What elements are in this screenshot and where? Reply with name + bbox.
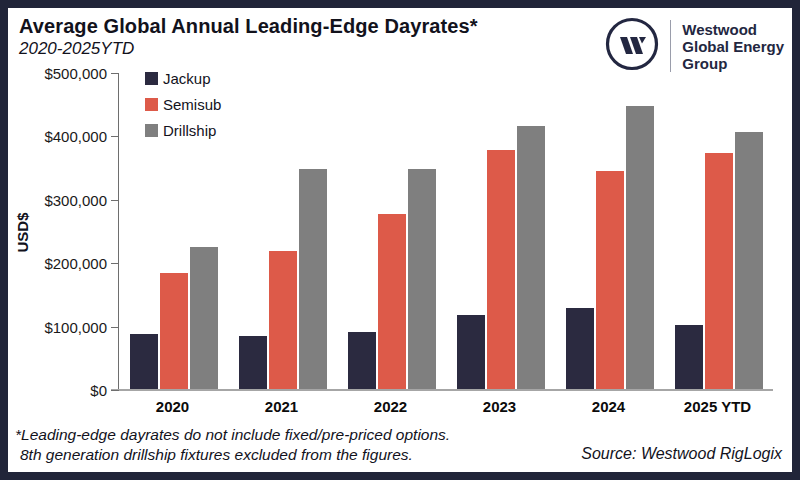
y-tick-mark [111,73,119,74]
logo-line: Global Energy [682,38,784,55]
bar-drillship-2023 [517,126,545,390]
bar-group-2025-ytd [664,74,773,390]
legend-swatch-icon [145,124,158,137]
bar-jackup-2022 [348,332,376,390]
bar-jackup-2023 [457,315,485,390]
y-axis-tick-labels: $0$100,000$200,000$300,000$400,000$500,0… [8,74,107,391]
y-tick-mark [111,263,119,264]
page-title: Average Global Annual Leading-Edge Dayra… [19,15,478,38]
y-tick-mark [111,200,119,201]
source-credit: Source: Westwood RigLogix [581,445,782,463]
x-axis-label-2022: 2022 [336,398,445,415]
x-axis-category-labels: 202020212022202320242025 YTD [118,398,772,415]
chart-card: Average Global Annual Leading-Edge Dayra… [0,0,800,480]
westwood-logo: Westwood Global Energy Group [604,16,784,76]
legend-label: Semisub [163,96,221,113]
y-tick-label: $300,000 [44,192,107,209]
bar-drillship-2021 [299,169,327,390]
y-tick-label: $200,000 [44,255,107,272]
westwood-w-icon [604,16,660,76]
bar-jackup-2025-ytd [675,325,703,390]
y-tick-label: $400,000 [44,128,107,145]
bar-drillship-2025-ytd [735,132,763,390]
logo-line: Westwood [682,21,784,38]
bar-drillship-2024 [626,106,654,390]
y-tick-mark [111,390,119,391]
y-tick-label: $100,000 [44,319,107,336]
bar-group-2024 [555,74,664,390]
bar-group-2022 [337,74,446,390]
y-tick-mark [111,327,119,328]
bar-jackup-2024 [566,308,594,390]
page-subtitle: 2020-2025YTD [19,39,134,59]
legend-label: Jackup [163,70,211,87]
logo-line: Group [682,55,784,72]
y-tick-mark [111,136,119,137]
legend-swatch-icon [145,72,158,85]
footnote-line-2: 8th generation drillship fixtures exclud… [15,445,450,465]
bar-drillship-2022 [408,169,436,390]
bar-group-2023 [446,74,555,390]
bar-semisub-2023 [487,150,515,390]
bar-semisub-2022 [378,214,406,390]
x-axis-label-2023: 2023 [445,398,554,415]
legend-item-jackup: Jackup [145,70,221,87]
logo-wordmark: Westwood Global Energy Group [682,21,784,72]
footnote: *Leading-edge dayrates do not include fi… [15,425,450,465]
bar-jackup-2020 [130,334,158,390]
bar-group-2021 [228,74,337,390]
x-axis-line [111,389,773,391]
x-axis-label-2021: 2021 [227,398,336,415]
legend-item-semisub: Semisub [145,96,221,113]
legend-label: Drillship [163,122,216,139]
bar-semisub-2021 [269,251,297,390]
legend-item-drillship: Drillship [145,122,221,139]
logo-divider [670,20,671,72]
y-tick-label: $500,000 [44,65,107,82]
x-axis-label-2025-ytd: 2025 YTD [663,398,772,415]
y-tick-label: $0 [90,382,107,399]
bar-semisub-2020 [160,273,188,390]
bar-drillship-2020 [190,247,218,390]
x-axis-label-2020: 2020 [118,398,227,415]
chart-legend: Jackup Semisub Drillship [145,70,221,148]
bar-semisub-2025-ytd [705,153,733,390]
x-axis-label-2024: 2024 [554,398,663,415]
bar-jackup-2021 [239,336,267,390]
footnote-line-1: *Leading-edge dayrates do not include fi… [15,425,450,445]
bar-semisub-2024 [596,171,624,390]
legend-swatch-icon [145,98,158,111]
